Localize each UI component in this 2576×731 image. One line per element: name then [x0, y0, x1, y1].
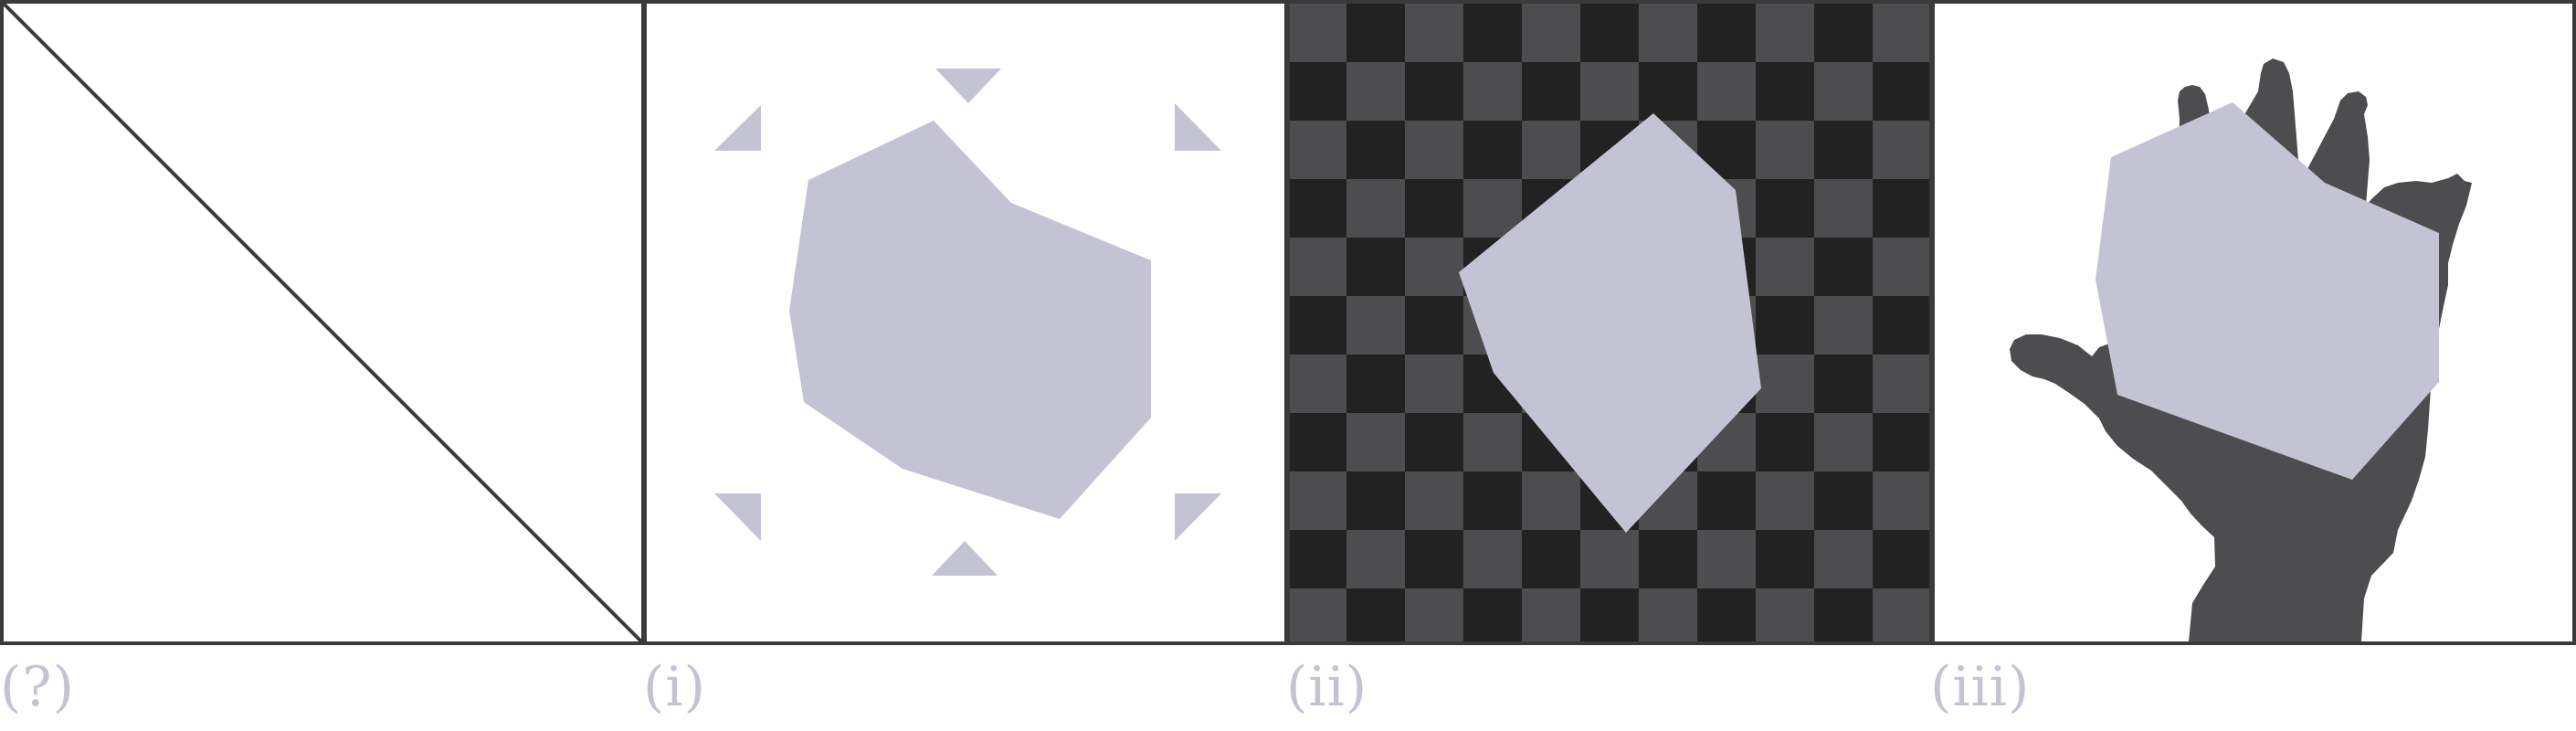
panel-3	[1931, 0, 2576, 645]
panel-1	[643, 0, 1288, 645]
corner-triangle-bottom-right	[1175, 493, 1221, 541]
corner-triangle-bottom	[932, 541, 998, 576]
diagonal-line-icon	[2, 2, 645, 645]
corner-triangle-bottom-left	[714, 493, 761, 541]
panel-label-i: (i)	[643, 655, 707, 719]
panel-label-iii: (iii)	[1930, 655, 2031, 719]
hexagon-shape	[789, 121, 1151, 519]
panel-label-ii: (ii)	[1286, 655, 1368, 719]
corner-triangle-top-right	[1175, 103, 1221, 151]
corner-triangle-top	[935, 69, 1001, 103]
polygon-on-hand-shape	[2096, 102, 2439, 480]
polygon-on-checkerboard-shape	[1459, 113, 1761, 533]
panel-label-unknown: (?)	[0, 655, 75, 719]
panel-0	[0, 0, 645, 645]
panel-2	[1286, 0, 1933, 645]
corner-triangle-top-left	[714, 105, 761, 151]
